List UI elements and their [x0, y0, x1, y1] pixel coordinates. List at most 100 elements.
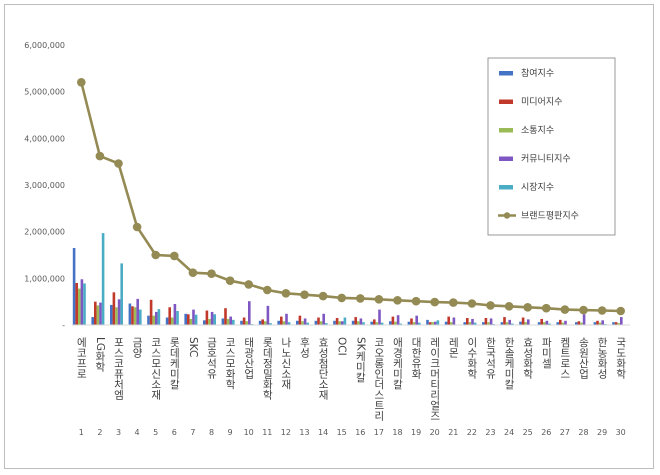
bar-2-17 — [373, 319, 376, 325]
bar-2-28 — [577, 321, 581, 325]
bar-2-5 — [149, 299, 153, 325]
brand-index-point-27 — [560, 305, 570, 314]
bar-2-13 — [298, 315, 302, 325]
brand-index-point-1 — [77, 78, 86, 87]
chart-frame: - 1,000,000 2,000,000 3,000,000 4,000,000 5,0… — [4, 4, 654, 469]
category-label: 에코프로 — [75, 337, 87, 379]
bar-4-4 — [136, 298, 139, 325]
bar-1-10 — [240, 320, 243, 325]
category-label: 롯데정밀화학 — [261, 337, 273, 401]
rank-label: 28 — [578, 428, 588, 437]
bar-5-19 — [418, 322, 421, 325]
bar-3-13 — [301, 321, 304, 325]
brand-index-point-23 — [486, 301, 495, 310]
bar-3-3 — [115, 307, 118, 325]
bar-3-28 — [580, 322, 583, 325]
bar-1-18 — [389, 321, 392, 325]
bar-1-3 — [110, 304, 113, 325]
bar-1-11 — [258, 320, 262, 325]
brand-index-point-26 — [542, 303, 551, 313]
bar-1-5 — [147, 315, 150, 325]
bar-3-5 — [152, 315, 155, 325]
bar-5-7 — [194, 314, 198, 325]
bar-2-21 — [447, 316, 450, 325]
brand-index-point-12 — [281, 289, 291, 298]
y-tick-label: - — [62, 321, 65, 330]
bar-5-15 — [343, 317, 347, 325]
bar-4-18 — [396, 315, 400, 325]
bar-3-10 — [245, 321, 248, 325]
category-label: 한농화성 — [596, 337, 608, 379]
bar-1-26 — [537, 322, 541, 325]
rank-label: 7 — [190, 428, 195, 437]
bar-2-2 — [94, 301, 97, 325]
bar-2-9 — [224, 308, 227, 325]
bar-1-24 — [500, 322, 504, 325]
category-label: 대한유화 — [410, 337, 422, 380]
category-label: 파미셀 — [540, 337, 552, 369]
brand-index-point-19 — [411, 296, 421, 306]
bar-2-14 — [317, 317, 320, 325]
brand-index-point-5 — [151, 250, 160, 260]
brand-index-point-29 — [597, 306, 607, 315]
bar-1-27 — [556, 322, 559, 325]
bar-3-23 — [487, 322, 490, 325]
bar-2-15 — [335, 318, 339, 325]
bar-5-5 — [157, 309, 161, 325]
brand-index-point-10 — [244, 280, 253, 289]
bar-2-12 — [280, 316, 283, 325]
category-label: 한국석유 — [485, 337, 497, 380]
bar-4-13 — [303, 318, 307, 325]
bar-3-11 — [264, 321, 267, 325]
rank-label: 15 — [337, 428, 347, 437]
bar-4-3 — [117, 299, 121, 325]
category-label: LG화학 — [94, 337, 106, 373]
bar-5-4 — [139, 309, 142, 325]
bar-1-14 — [314, 320, 318, 325]
bar-2-11 — [261, 319, 264, 325]
brand-index-point-15 — [337, 293, 347, 303]
category-label: 레몬 — [447, 337, 459, 358]
category-label: 태광산업 — [243, 337, 255, 379]
category-label: 포스코퓨처엠 — [113, 337, 125, 400]
bar-4-6 — [173, 304, 177, 325]
rank-label: 23 — [485, 428, 495, 437]
bar-2-27 — [559, 319, 562, 325]
bar-4-1 — [80, 279, 84, 325]
brand-index-point-6 — [170, 251, 179, 261]
bar-5-14 — [325, 323, 328, 325]
brand-index-point-20 — [430, 297, 440, 307]
bar-3-12 — [282, 321, 286, 325]
category-label: 효성화학 — [522, 337, 534, 380]
bar-4-19 — [415, 315, 418, 325]
bar-2-29 — [596, 320, 599, 325]
bar-2-6 — [168, 307, 171, 325]
bar-3-2 — [96, 305, 100, 325]
category-label: 국도화학 — [615, 337, 627, 380]
bar-2-19 — [410, 318, 413, 325]
rank-label: 2 — [97, 428, 102, 437]
bar-5-18 — [399, 323, 402, 325]
bar-1-13 — [296, 320, 299, 325]
category-label: 애경케미칼 — [392, 337, 404, 390]
bar-3-1 — [78, 288, 81, 325]
brand-index-point-9 — [225, 276, 235, 286]
legend-swatch — [499, 99, 513, 104]
category-label: 코오롱인더스트리 — [373, 337, 385, 422]
bar-2-24 — [503, 317, 506, 325]
rank-label: 21 — [448, 428, 458, 437]
bar-5-1 — [83, 283, 86, 325]
bar-5-13 — [306, 322, 309, 325]
y-tick-label: 2,000,000 — [24, 228, 65, 237]
bar-3-29 — [598, 322, 602, 325]
bar-2-7 — [187, 314, 190, 325]
bar-4-21 — [452, 317, 456, 325]
bar-4-25 — [527, 319, 530, 325]
category-label: 효성첨단소재 — [317, 337, 329, 401]
bar-4-30 — [620, 317, 623, 325]
rank-label: 29 — [597, 428, 607, 437]
brand-index-point-30 — [616, 306, 625, 316]
brand-reputation-chart: - 1,000,000 2,000,000 3,000,000 4,000,000 5,0… — [24, 41, 630, 437]
bar-1-19 — [407, 321, 411, 325]
